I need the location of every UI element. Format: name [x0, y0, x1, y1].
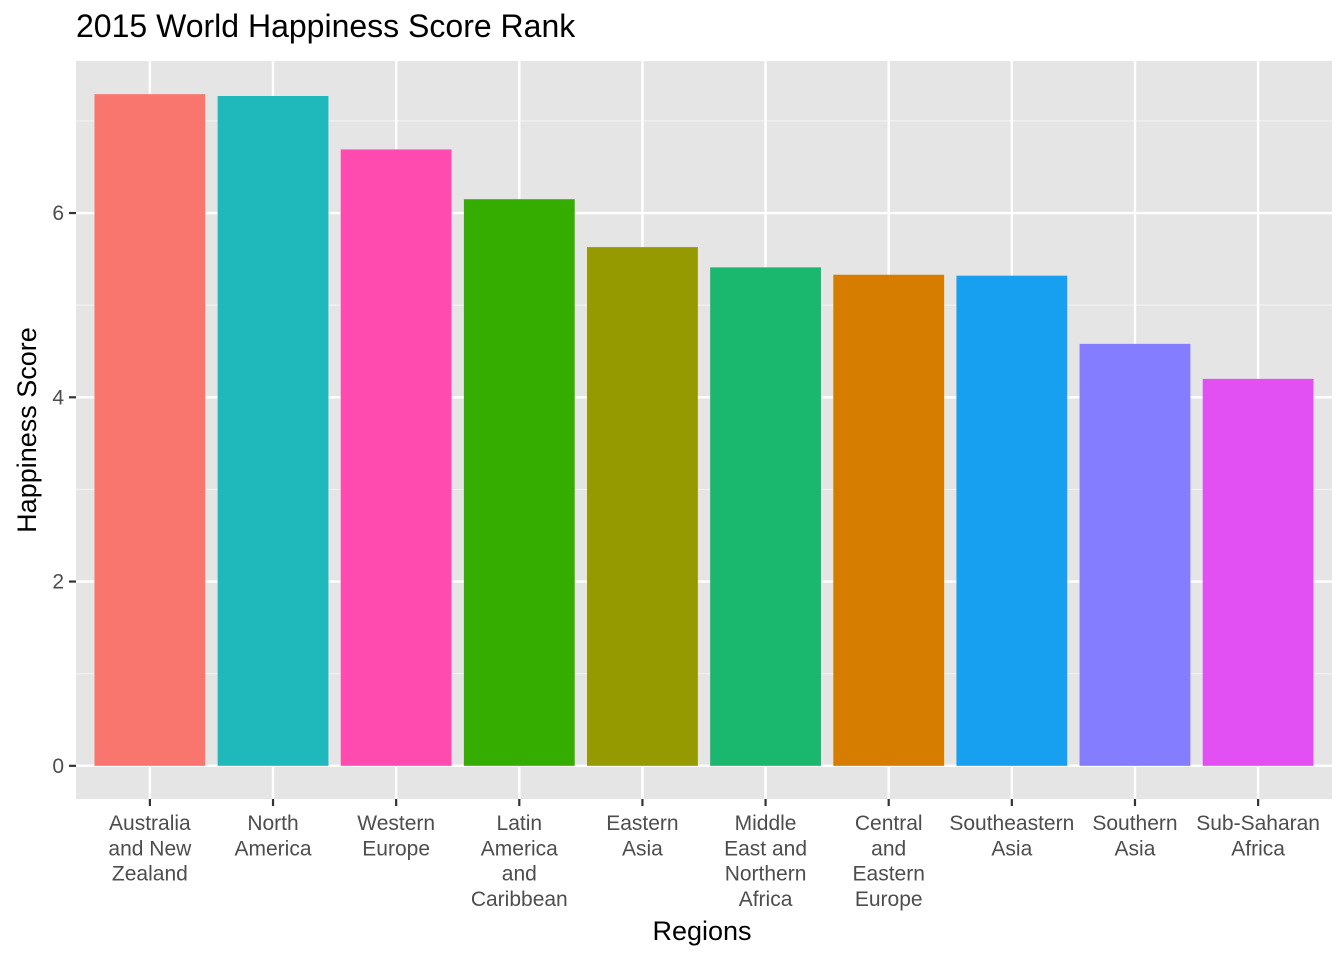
bar — [217, 96, 329, 766]
bar — [710, 267, 821, 766]
x-tick-label: Western Europe — [357, 812, 435, 860]
y-tick-label: 0 — [52, 755, 64, 778]
x-tick-label: Middle East and Northern Africa — [724, 812, 807, 911]
bar — [463, 199, 575, 766]
bar — [587, 247, 698, 766]
y-tick-label: 4 — [52, 386, 64, 409]
bar — [1079, 343, 1191, 766]
x-tick-label: Australia and New Zealand — [108, 812, 192, 886]
x-tick-label: Southeastern Asia — [949, 812, 1074, 860]
bar — [833, 274, 945, 766]
x-tick-label: Southern Asia — [1092, 812, 1177, 860]
y-axis: 0 2 4 6 — [52, 202, 76, 778]
bar — [1202, 378, 1314, 766]
y-tick-label: 6 — [52, 202, 64, 225]
chart-title: 2015 World Happiness Score Rank — [76, 8, 576, 44]
bar — [956, 275, 1068, 766]
y-tick-label: 2 — [52, 571, 64, 594]
x-tick-label: North America — [235, 812, 312, 860]
x-axis-title: Regions — [652, 916, 751, 946]
y-axis-title: Happiness Score — [12, 327, 42, 533]
x-tick-label: Eastern Asia — [606, 812, 678, 860]
bars — [94, 94, 1314, 766]
x-tick-label: Latin America and Caribbean — [471, 812, 568, 911]
bar — [340, 149, 452, 766]
bar — [94, 94, 206, 766]
x-tick-label: Sub-Saharan Africa — [1196, 812, 1320, 860]
x-axis: Australia and New Zealand North America Weste… — [108, 799, 1320, 911]
x-tick-label: Central and Eastern Europe — [853, 812, 925, 911]
